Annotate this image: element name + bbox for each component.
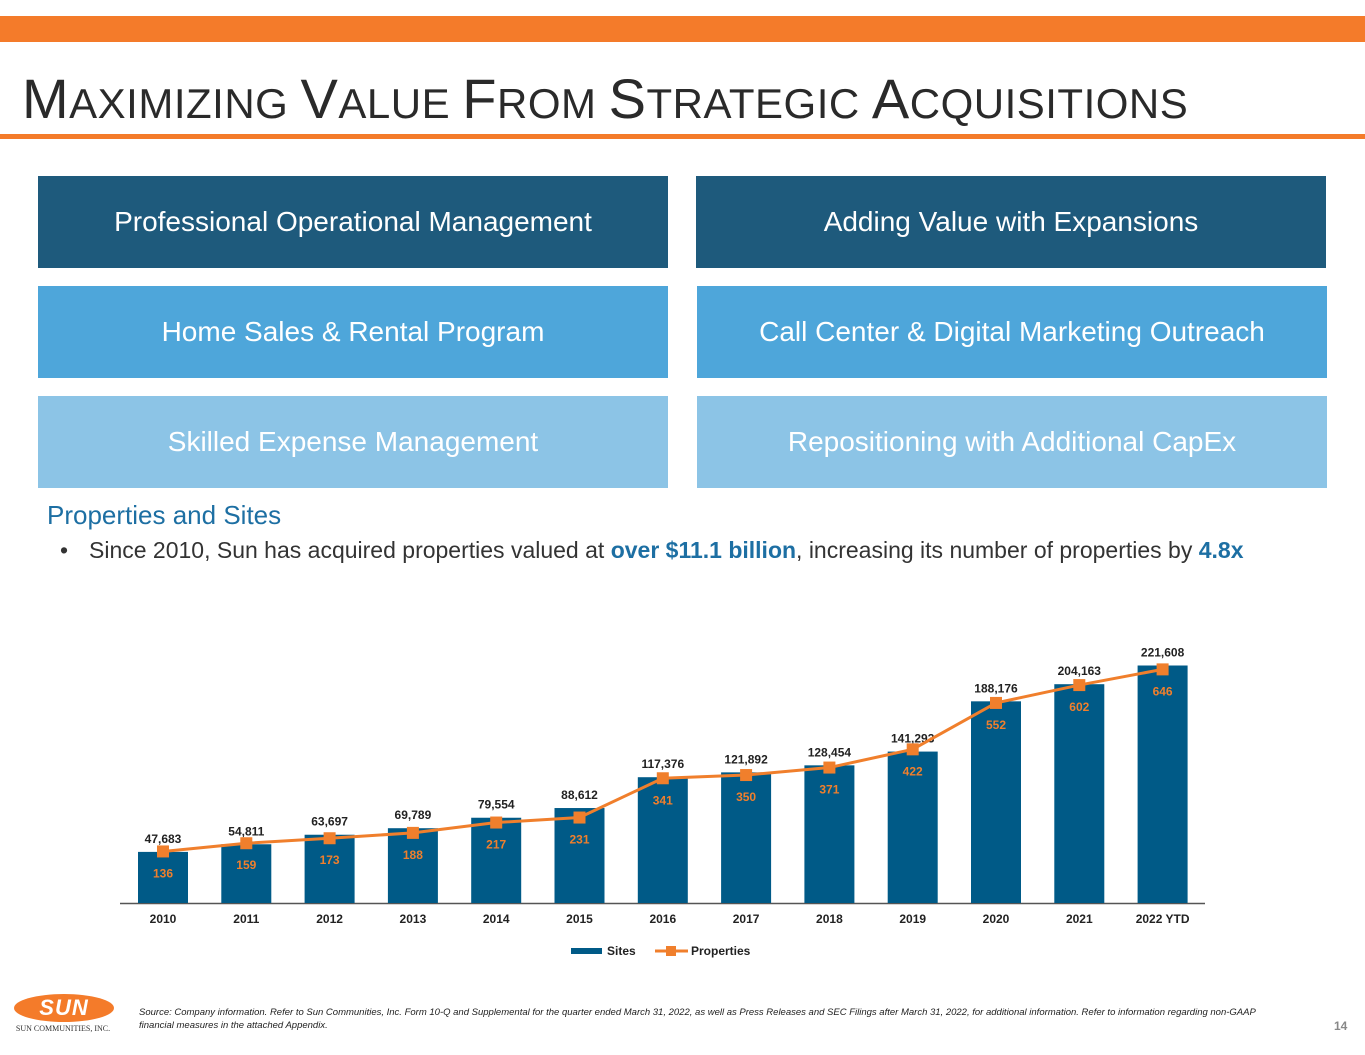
bar-label-sites-5: 88,612 (561, 788, 598, 802)
source-note: Source: Company information. Refer to Su… (139, 1007, 1256, 1031)
point-label-properties-0: 136 (153, 866, 173, 880)
title-underline (0, 134, 1365, 139)
bar-sites-0 (138, 851, 188, 903)
bar-sites-2 (304, 834, 355, 903)
box-label: Professional Operational Management (114, 206, 592, 237)
bar-sites-1 (221, 844, 272, 903)
box-label: Adding Value with Expansions (823, 206, 1199, 237)
x-tick-label-3: 2013 (400, 912, 427, 926)
x-tick-label-12: 2022 YTD (1136, 912, 1190, 926)
section-heading: Properties and Sites (47, 500, 282, 530)
page-number: 14 (1334, 1019, 1348, 1033)
point-label-properties-2: 173 (320, 853, 340, 867)
box-label: Skilled Expense Management (167, 426, 539, 457)
bar-label-sites-1: 54,811 (228, 824, 264, 838)
point-properties-8 (823, 761, 836, 774)
box-professional-operational-management: Professional Operational Management (38, 176, 668, 268)
bar-label-sites-0: 47,683 (145, 832, 182, 846)
bar-label-sites-2: 63,697 (311, 815, 348, 829)
point-properties-7 (740, 769, 753, 782)
box-adding-value-with-expansions: Adding Value with Expansions (696, 176, 1326, 268)
bar-sites-9 (887, 751, 938, 903)
highlight-acquired-value: over $11.1 billion (610, 537, 797, 563)
box-skilled-expense-management: Skilled Expense Management (38, 396, 668, 488)
x-tick-label-7: 2017 (733, 912, 760, 926)
sites-properties-chart: 47,683 2010 54,811 2011 63,697 2012 69,789 2013… (120, 646, 1205, 958)
legend-label-sites: Sites (607, 944, 636, 958)
point-properties-0 (157, 845, 169, 858)
x-tick-label-5: 2015 (566, 912, 593, 926)
x-tick-label-6: 2016 (649, 912, 676, 926)
point-label-properties-7: 350 (736, 790, 756, 804)
page-title: MAXIMIZING VALUE FROM STRATEGIC ACQUISIT… (22, 64, 1352, 139)
x-tick-label-10: 2020 (983, 912, 1010, 926)
x-tick-label-4: 2014 (483, 912, 510, 926)
sun-logo-mark: SUN (14, 994, 114, 1022)
point-properties-2 (323, 832, 336, 845)
title-word-1: MAXIMIZING (22, 67, 301, 130)
point-label-properties-6: 341 (653, 793, 673, 807)
bar-label-sites-3: 69,789 (395, 808, 432, 822)
point-label-properties-1: 159 (236, 858, 256, 872)
bar-label-sites-10: 188,176 (974, 681, 1018, 695)
box-call-center-digital-marketing: Call Center & Digital Marketing Outreach (697, 286, 1327, 378)
x-tick-label-1: 2011 (233, 912, 259, 926)
title-word-5: ACQUISITIONS (871, 67, 1189, 130)
bar-label-sites-11: 204,163 (1058, 664, 1102, 678)
x-tick-label-2: 2012 (316, 912, 343, 926)
bar-label-sites-6: 117,376 (641, 757, 684, 771)
box-label: Repositioning with Additional CapEx (787, 426, 1237, 457)
x-tick-label-8: 2018 (816, 912, 843, 926)
box-label: Call Center & Digital Marketing Outreach (759, 316, 1265, 347)
point-properties-9 (906, 743, 919, 756)
company-logo: SUN SUN COMMUNITIES, INC. (8, 994, 118, 1036)
point-label-properties-11: 602 (1069, 700, 1089, 714)
x-tick-label-11: 2021 (1066, 912, 1093, 926)
point-properties-10 (990, 696, 1002, 709)
legend-label-properties: Properties (691, 944, 751, 958)
point-properties-3 (406, 826, 419, 839)
bar-sites-8 (804, 765, 855, 903)
bullet-text: Since 2010, Sun has acquired properties … (89, 537, 1244, 563)
point-label-properties-10: 552 (986, 718, 1006, 732)
bar-sites-7 (721, 772, 772, 903)
bar-sites-12 (1137, 665, 1188, 903)
logo-company-name: SUN COMMUNITIES, INC. (15, 1024, 111, 1033)
point-properties-12 (1156, 663, 1169, 676)
point-label-properties-12: 646 (1153, 684, 1173, 698)
point-label-properties-3: 188 (403, 848, 423, 862)
bar-sites-11 (1054, 684, 1105, 903)
bar-label-sites-12: 221,608 (1141, 646, 1185, 660)
title-word-4: STRATEGIC (608, 67, 872, 130)
point-properties-1 (240, 837, 253, 850)
top-accent-bar (0, 16, 1365, 42)
bar-label-sites-4: 79,554 (478, 798, 515, 812)
bar-label-sites-8: 128,454 (808, 745, 852, 759)
point-properties-5 (573, 811, 586, 824)
bar-sites-3 (387, 828, 438, 903)
bar-sites-5 (554, 808, 605, 903)
legend-swatch-properties-marker (666, 946, 676, 956)
bullet-marker: • (60, 537, 69, 563)
title-word-2: VALUE (300, 67, 463, 130)
x-tick-label-9: 2019 (899, 912, 926, 926)
x-tick-label-0: 2010 (150, 912, 177, 926)
bar-sites-4 (471, 817, 522, 903)
bar-sites-6 (637, 777, 688, 903)
point-label-properties-9: 422 (903, 764, 923, 778)
legend-swatch-sites (571, 948, 602, 954)
bar-label-sites-7: 121,892 (724, 752, 768, 766)
point-label-properties-5: 231 (569, 833, 589, 847)
point-properties-4 (490, 816, 503, 829)
point-label-properties-4: 217 (486, 838, 506, 852)
box-label: Home Sales & Rental Program (161, 316, 545, 347)
point-label-properties-8: 371 (819, 783, 839, 797)
bar-sites-10 (971, 701, 1021, 903)
box-home-sales-rental-program: Home Sales & Rental Program (38, 286, 668, 378)
point-properties-6 (656, 772, 669, 785)
point-properties-11 (1073, 679, 1086, 692)
highlight-growth-multiple: 4.8x (1198, 537, 1244, 563)
title-word-3: FROM (462, 67, 609, 130)
box-repositioning-additional-capex: Repositioning with Additional CapEx (697, 396, 1327, 488)
